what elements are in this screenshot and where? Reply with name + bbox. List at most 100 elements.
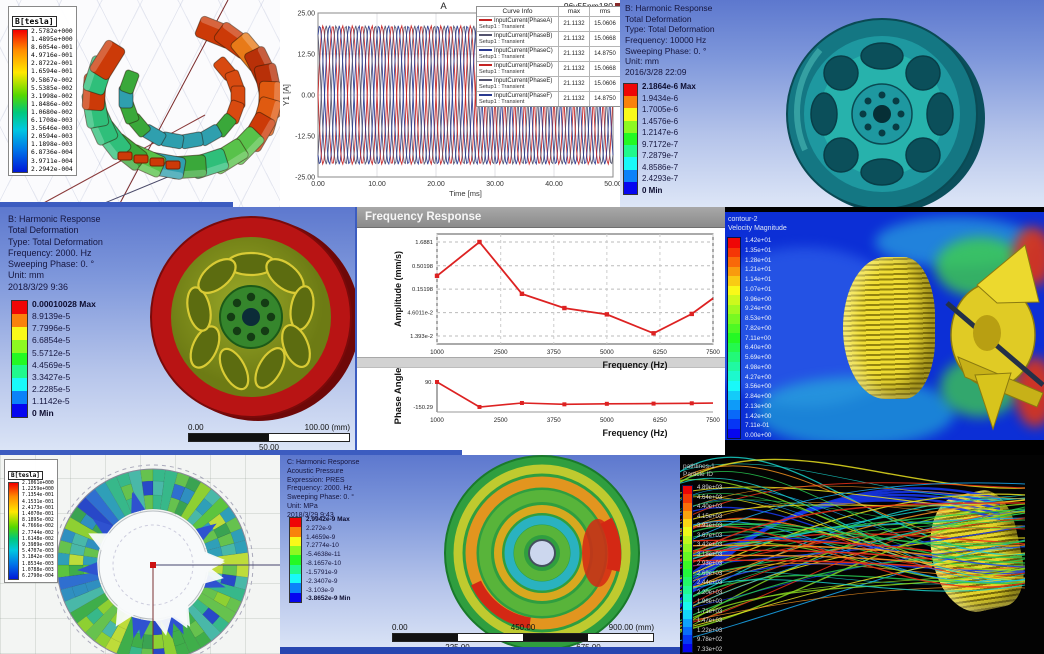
colorbar [289, 517, 302, 603]
colorbar-band [683, 535, 692, 545]
colorbar-band [728, 342, 740, 353]
svg-text:Time [ms]: Time [ms] [449, 189, 482, 198]
legend-title: B[tesla] [8, 471, 43, 480]
legend-value: 4.9716e-001 [31, 52, 73, 60]
colorbar-band [624, 157, 637, 170]
legend-value: 2.1061e+000 [22, 481, 54, 486]
legend-row: InputCurrent(PhaseB) Setup1 : Transient 21… [477, 31, 620, 46]
colorbar-band [683, 527, 692, 536]
colorbar-band [290, 527, 301, 537]
legend-value: 3.9711e-004 [31, 157, 73, 165]
legend-value: 5.69e+00 [745, 354, 772, 361]
col-max: max [559, 7, 590, 16]
legend-value: 2.4173e-001 [22, 505, 54, 511]
colorbar-band [728, 266, 740, 277]
header-line: Expression: PRES [287, 476, 345, 484]
legend-value: 9.78e+02 [697, 637, 723, 644]
legend-value: 6.1708e-003 [31, 117, 73, 125]
panel-acoustic-pressure: C: Harmonic Response Acoustic Pressure Exp… [280, 455, 680, 654]
fan-3d [945, 244, 1044, 431]
header-line: Type: Total Deformation [8, 236, 103, 247]
legend-row: InputCurrent(PhaseF) Setup1 : Transient 21… [477, 91, 620, 106]
colorbar-band [728, 361, 740, 372]
legend-value: 1.8486e-002 [31, 100, 73, 108]
curve-color-sample [479, 49, 492, 52]
colorbar-band [728, 314, 740, 324]
legend-value: 7.11e+00 [745, 334, 771, 342]
colorbar-band [683, 502, 692, 511]
col-rms: rms [599, 8, 611, 15]
title-line: Velocity Magnitude [728, 225, 787, 233]
header-line: Unit: mm [625, 56, 659, 67]
legend-value: 1.7005e-6 [642, 105, 679, 115]
svg-text:Amplitude (mm/s): Amplitude (mm/s) [393, 251, 403, 327]
svg-text:1000: 1000 [430, 417, 444, 424]
legend-value: 1.1142e-5 [32, 396, 70, 407]
curve-color-sample [479, 64, 492, 67]
legend-value: 1.1898e-003 [31, 141, 73, 149]
colorbar-band [290, 555, 301, 565]
svg-text:25.00: 25.00 [297, 11, 315, 18]
legend-value: 7.2774e-10 [306, 542, 339, 550]
header-line: 2018/3/29 9:43 [287, 511, 334, 519]
window-edge-strip [0, 202, 233, 207]
legend-value: 8.1895e-002 [22, 518, 54, 524]
colorbar-band [728, 238, 740, 248]
window-titlebar: Frequency Response [357, 207, 727, 228]
colorbar-band [728, 285, 740, 296]
legend-value: 6.40e+00 [745, 344, 772, 352]
svg-text:0.50198: 0.50198 [412, 264, 433, 270]
colorbar-band [12, 326, 27, 340]
legend-value: 4.40e+03 [697, 504, 723, 511]
legend-value: 0.00e+00 [745, 432, 772, 439]
svg-text:1.393e-2: 1.393e-2 [410, 334, 433, 340]
legend-value: 2.4293e-7 [642, 174, 679, 184]
colorbar-band [12, 404, 27, 418]
legend-value: 9.5867e-002 [31, 76, 73, 84]
legend-row: InputCurrent(PhaseD) Setup1 : Transient 21… [477, 61, 620, 76]
curve-max: 21.1132 [559, 32, 590, 46]
legend-value: 0 Min [642, 185, 663, 195]
frequency-response-charts: 1.6881 0.50198 0.15198 4.6011e-2 1.393e-2 100… [393, 233, 720, 438]
panel-harmonic-2000hz: B: Harmonic Response Total Deformation Typ… [0, 207, 355, 455]
curve-max: 21.1132 [559, 92, 590, 106]
legend-value: -3.8652e-9 Min [306, 595, 351, 603]
colorbar-band [624, 120, 637, 133]
curve-rms: 14.8750 [594, 51, 616, 57]
header-line: C: Harmonic Response [287, 459, 360, 466]
curve-max: 21.1132 [559, 17, 590, 31]
svg-text:40.00: 40.00 [545, 181, 563, 188]
colorbar-band [12, 378, 27, 392]
colorbar-band [683, 585, 692, 594]
curve-name: InputCurrent(PhaseE) Setup1 : Transient [477, 77, 559, 91]
scale-ruler: 0.00 100.00 (mm) 50.00 [188, 423, 350, 452]
legend-value: 2.20e+03 [697, 589, 723, 596]
header-line: Total Deformation [8, 225, 79, 236]
colorbar-band [683, 510, 692, 520]
colorbar-band [12, 301, 27, 314]
colorbar [8, 482, 19, 580]
colorbar-band [728, 247, 740, 258]
svg-text:0.00: 0.00 [311, 181, 325, 188]
colorbar-band [624, 84, 637, 97]
legend-value: 9.3989e-003 [22, 543, 54, 549]
curve-rms: 15.0668 [594, 36, 616, 42]
svg-text:7500: 7500 [706, 417, 720, 424]
particle-id-legend: 4.89e+03 4.64e+03 4.40e+03 4.15e+03 3.91e+03… [682, 485, 722, 653]
legend-value: 1.4576e-6 [642, 116, 679, 126]
legend-value: 1.07e+01 [745, 285, 772, 293]
curve-rms: 15.0668 [594, 66, 616, 72]
svg-text:5000: 5000 [600, 417, 614, 424]
svg-text:-25.00: -25.00 [295, 175, 315, 182]
legend-value: 1.96e+03 [697, 599, 723, 606]
window-splitter[interactable] [357, 357, 727, 368]
header-line: Unit: MPa [287, 502, 318, 510]
colorbar-band [12, 352, 27, 366]
legend-value: 4.98e+00 [745, 363, 772, 371]
legend-value: 2.2942e-004 [31, 165, 73, 173]
legend-value: 7.11e-01 [745, 422, 770, 430]
svg-text:6250: 6250 [653, 349, 667, 356]
legend-value: 2.44e+03 [697, 580, 723, 587]
header-line: Sweeping Phase: 0. ° [8, 259, 95, 269]
